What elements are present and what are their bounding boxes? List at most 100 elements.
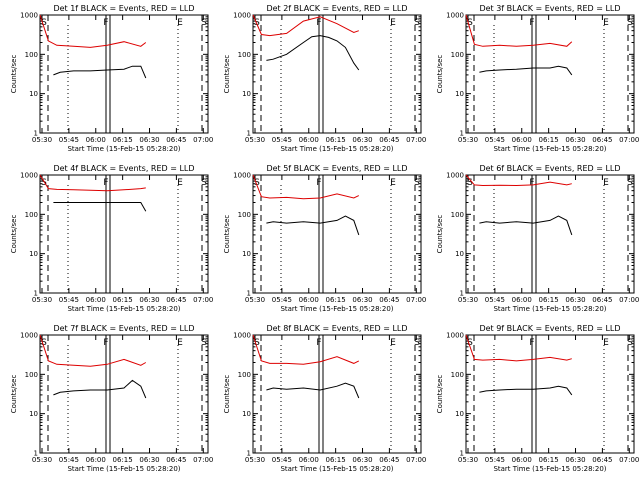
plot-frame (39, 14, 209, 134)
y-tick-label: 1000 (446, 172, 464, 180)
x-axis-label: Start Time (15-Feb-15 05:28:20) (493, 465, 606, 473)
interval-marker-s: S (414, 18, 420, 28)
chart-panel-7: Det 7f BLACK = Events, RED = LLD 1 10 100 10… (10, 324, 213, 473)
plot-frame (39, 334, 209, 454)
x-tick-label: 07:00 (619, 296, 639, 304)
y-tick-label: 10 (455, 90, 464, 98)
interval-marker-s: S (414, 178, 420, 188)
x-axis-label: Start Time (15-Feb-15 05:28:20) (280, 145, 393, 153)
x-tick-label: 06:30 (352, 296, 372, 304)
x-tick-label: 05:45 (272, 296, 292, 304)
interval-marker-s: S (201, 18, 207, 28)
x-tick-label: 05:30 (245, 136, 265, 144)
series-events-line (266, 382, 360, 399)
interval-marker-s: S (254, 178, 260, 188)
y-tick-label: 1000 (233, 172, 251, 180)
x-tick-label: 05:30 (458, 136, 478, 144)
x-tick-label: 06:45 (592, 456, 612, 464)
y-tick-label: 1 (247, 290, 251, 298)
chart-title: Det 5f BLACK = Events, RED = LLD (266, 164, 407, 173)
x-tick-label: 06:45 (379, 456, 399, 464)
chart-title: Det 4f BLACK = Events, RED = LLD (53, 164, 194, 173)
series-lld-line (465, 174, 572, 187)
y-tick-label: 1 (247, 450, 251, 458)
chart-panel-9: Det 9f BLACK = Events, RED = LLD 1 10 100 10… (436, 324, 639, 473)
y-tick-label: 100 (25, 51, 38, 59)
x-tick-label: 05:45 (59, 136, 79, 144)
y-tick-label: 100 (238, 211, 251, 219)
interval-marker-e: E (390, 18, 396, 28)
series-lld-line (252, 334, 360, 365)
x-tick-label: 06:15 (326, 136, 346, 144)
interval-marker-f: F (103, 18, 108, 28)
y-tick-label: 100 (451, 211, 464, 219)
x-tick-label: 05:30 (458, 296, 478, 304)
y-tick-label: 10 (455, 250, 464, 258)
y-axis-label: Counts/sec (436, 55, 444, 94)
x-tick-label: 05:45 (272, 136, 292, 144)
x-tick-label: 06:00 (86, 456, 106, 464)
series-events-line (53, 65, 147, 79)
x-tick-label: 05:45 (59, 456, 79, 464)
x-tick-label: 06:45 (166, 456, 186, 464)
y-tick-label: 1 (34, 290, 38, 298)
interval-marker-e: E (390, 338, 396, 348)
y-tick-label: 10 (242, 410, 251, 418)
y-axis-label: Counts/sec (436, 375, 444, 414)
y-axis-label: Counts/sec (223, 215, 231, 254)
y-tick-label: 1000 (446, 12, 464, 20)
x-tick-label: 06:30 (352, 136, 372, 144)
series-lld-line (252, 14, 359, 37)
interval-marker-f: F (316, 178, 321, 188)
y-tick-label: 10 (455, 410, 464, 418)
x-tick-label: 05:30 (32, 296, 52, 304)
x-tick-label: 06:45 (166, 136, 186, 144)
plot-frame (252, 14, 422, 134)
x-tick-label: 06:15 (326, 296, 346, 304)
y-axis-label: Counts/sec (10, 375, 18, 414)
x-tick-label: 06:15 (539, 296, 559, 304)
series-lld-line (252, 174, 360, 200)
x-tick-label: 06:15 (113, 296, 133, 304)
y-axis-label: Counts/sec (10, 215, 18, 254)
series-lld-line (465, 14, 573, 47)
y-tick-label: 1 (460, 130, 464, 138)
x-tick-label: 06:15 (539, 136, 559, 144)
interval-marker-f: F (529, 18, 534, 28)
chart-panel-8: Det 8f BLACK = Events, RED = LLD 1 10 100 10… (223, 324, 426, 473)
x-tick-label: 07:00 (619, 136, 639, 144)
series-lld-line (39, 174, 146, 192)
interval-marker-f: F (529, 338, 534, 348)
y-tick-label: 100 (451, 371, 464, 379)
x-tick-label: 06:30 (565, 296, 585, 304)
x-tick-label: 05:45 (485, 456, 505, 464)
chart-title: Det 7f BLACK = Events, RED = LLD (53, 324, 194, 333)
series-events-line (479, 385, 573, 396)
interval-marker-s: S (41, 338, 47, 348)
y-tick-label: 1 (34, 450, 38, 458)
chart-panel-4: Det 4f BLACK = Events, RED = LLD 1 10 100 10… (10, 164, 213, 313)
chart-title: Det 8f BLACK = Events, RED = LLD (266, 324, 407, 333)
series-events-line (479, 65, 573, 76)
x-tick-label: 06:15 (326, 456, 346, 464)
interval-marker-s: S (254, 338, 260, 348)
interval-marker-e: E (603, 338, 609, 348)
x-tick-label: 06:45 (592, 296, 612, 304)
plot-frame (465, 334, 635, 454)
y-tick-label: 1000 (446, 332, 464, 340)
series-lld-line (39, 14, 147, 48)
y-tick-label: 10 (242, 90, 251, 98)
chart-title: Det 1f BLACK = Events, RED = LLD (53, 4, 194, 13)
x-tick-label: 06:00 (512, 136, 532, 144)
x-tick-label: 05:30 (32, 456, 52, 464)
x-axis-label: Start Time (15-Feb-15 05:28:20) (67, 145, 180, 153)
plot-frame (252, 174, 422, 294)
x-axis-label: Start Time (15-Feb-15 05:28:20) (67, 305, 180, 313)
series-events-line (266, 215, 360, 236)
x-tick-label: 05:45 (485, 296, 505, 304)
x-axis-label: Start Time (15-Feb-15 05:28:20) (67, 465, 180, 473)
x-tick-label: 05:30 (32, 136, 52, 144)
interval-marker-s: S (254, 18, 260, 28)
y-tick-label: 10 (242, 250, 251, 258)
